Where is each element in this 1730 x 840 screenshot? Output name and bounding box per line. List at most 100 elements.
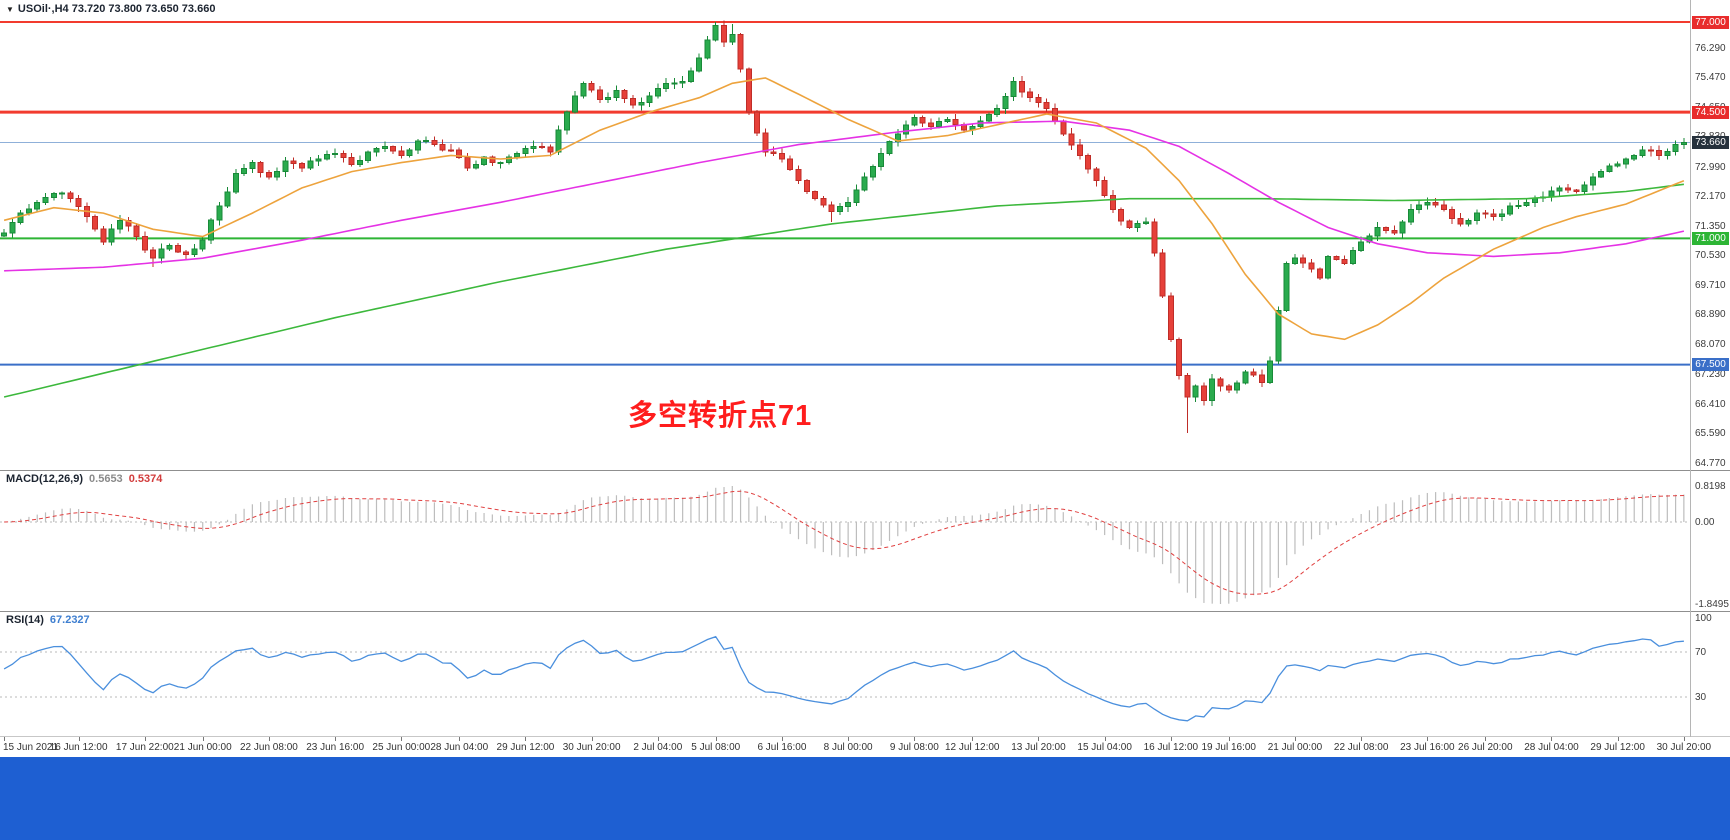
price-tick-label: 68.070 [1695,339,1726,351]
time-tick [78,737,80,741]
price-tick-label: 64.770 [1695,458,1726,469]
ma-orange-line [3,77,1685,341]
time-tick [715,737,717,741]
time-label: 30 Jun 20:00 [562,742,621,753]
symbol-dropdown-icon[interactable]: ▼ [6,5,14,14]
time-label: 28 Jul 04:00 [1524,742,1579,753]
time-label: 22 Jun 08:00 [239,742,298,753]
time-label: 2 Jul 04:00 [633,742,683,753]
price-tick-label: 65.590 [1695,428,1726,440]
price-badge: 67.500 [1692,358,1729,372]
time-label: 8 Jul 00:00 [823,742,873,753]
time-tick [1104,737,1106,741]
macd-signal-value: 0.5374 [128,473,163,485]
time-tick [1361,737,1363,741]
time-label: 13 Jul 20:00 [1011,742,1066,753]
time-label: 21 Jun 00:00 [173,742,232,753]
time-tick [401,737,403,741]
time-label: 17 Jun 22:00 [115,742,174,753]
ma-magenta-line [4,120,1685,272]
ma-green-line [3,183,1684,398]
chart-annotation-text: 多空转折点71 [628,400,813,432]
macd-signal-line [4,490,1684,595]
time-label: 5 Jul 08:00 [691,742,741,753]
macd-name: MACD(12,26,9) [6,473,84,485]
time-label: 26 Jul 20:00 [1458,742,1513,753]
time-tick [4,737,6,741]
macd-main-value: 0.5653 [89,473,123,485]
time-label: 16 Jul 12:00 [1143,742,1199,753]
time-tick [144,737,146,741]
time-label: 25 Jun 00:00 [372,742,431,753]
time-tick [1228,737,1230,741]
chart-canvas[interactable] [0,0,1730,757]
time-tick [1427,737,1429,741]
price-tick-label: 67.230 [1695,369,1726,381]
time-tick [525,737,527,741]
time-label: 9 Jul 08:00 [889,742,939,753]
macd-axis-label: -1.8495 [1695,599,1729,610]
price-badge: 74.500 [1692,105,1729,119]
time-tick [459,737,461,741]
price-badge: 77.000 [1692,15,1729,29]
time-tick [268,737,270,741]
time-label: 29 Jul 12:00 [1590,742,1645,753]
time-tick [1617,737,1619,741]
time-axis[interactable]: 15 Jun 2021 16 Jun 12:00 17 Jun 22:00 21 Ju… [0,737,1730,757]
price-tick-label: 76.290 [1695,42,1726,54]
time-tick [591,737,593,741]
price-tick-label: 66.410 [1695,398,1726,410]
price-tick-label: 71.350 [1695,220,1726,232]
rsi-axis-label: 30 [1695,692,1707,703]
time-tick [848,737,850,741]
rsi-axis-label: 100 [1695,613,1712,625]
time-label: 15 Jul 04:00 [1077,742,1132,753]
price-tick-label: 72.990 [1695,161,1726,173]
time-label: 16 Jun 12:00 [49,742,108,753]
candles-group [1,20,1687,434]
time-label: 6 Jul 16:00 [757,742,807,753]
time-label: 28 Jun 04:00 [430,742,489,753]
time-tick [781,737,783,741]
price-tick-label: 69.710 [1695,279,1726,291]
rsi-label: RSI(14) 67.2327 [6,614,90,626]
time-label: 23 Jul 16:00 [1400,742,1455,753]
time-tick [972,737,974,741]
time-label: 23 Jun 16:00 [306,742,365,753]
time-label: 21 Jul 00:00 [1267,742,1323,753]
macd-histogram [11,486,1685,604]
time-label: 29 Jun 12:00 [496,742,555,753]
price-tick-label: 75.470 [1695,72,1726,84]
rsi-value: 67.2327 [49,614,90,626]
time-label: 30 Jul 20:00 [1656,742,1712,753]
time-label: 19 Jul 16:00 [1201,742,1257,753]
price-badge: 73.660 [1692,135,1729,149]
time-tick [657,737,659,741]
time-tick [1485,737,1487,741]
price-tick-label: 68.890 [1695,309,1726,321]
time-label: 15 Jun 2021 [3,742,59,753]
time-tick [1683,737,1685,741]
time-tick [202,737,204,741]
bottom-bar [0,757,1730,840]
chart-header: ▼ USOil·,H4 73.720 73.800 73.650 73.660 [6,3,215,15]
time-tick [914,737,916,741]
time-tick [1170,737,1172,741]
time-tick [1294,737,1296,741]
symbol-ohlc-text: USOil·,H4 73.720 73.800 73.650 73.660 [17,3,216,15]
time-tick [335,737,337,741]
time-label: 12 Jul 12:00 [945,742,1000,753]
price-badge: 71.000 [1692,231,1729,245]
macd-axis-label: 0.8198 [1695,481,1726,492]
time-label: 22 Jul 08:00 [1333,742,1389,753]
time-tick [1038,737,1040,741]
time-tick [1551,737,1553,741]
macd-axis-label: 0.00 [1695,517,1715,528]
rsi-axis-label: 70 [1695,647,1707,658]
price-tick-label: 70.530 [1695,250,1726,262]
rsi-line [3,635,1684,722]
rsi-name: RSI(14) [6,614,44,626]
macd-label: MACD(12,26,9) 0.5653 0.5374 [6,473,162,485]
price-tick-label: 72.170 [1695,191,1726,203]
